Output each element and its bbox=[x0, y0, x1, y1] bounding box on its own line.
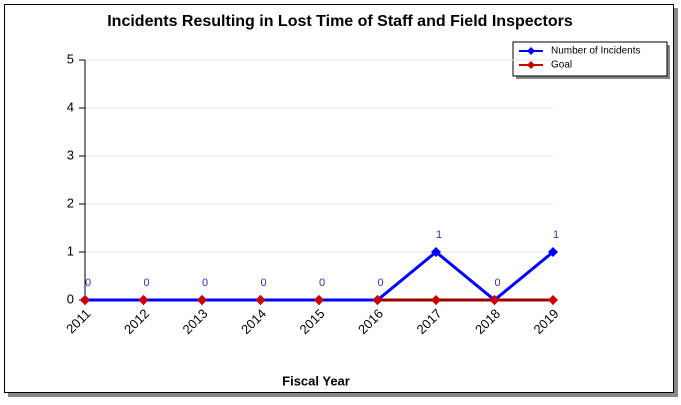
point bbox=[489, 295, 500, 305]
legend-marker bbox=[527, 61, 535, 69]
point bbox=[138, 295, 149, 305]
data-label: 0 bbox=[319, 277, 325, 289]
legend: Number of Incidents Goal bbox=[512, 41, 670, 79]
data-label: 0 bbox=[260, 277, 266, 289]
data-label: 0 bbox=[85, 277, 91, 289]
legend-box bbox=[512, 41, 668, 77]
point bbox=[548, 247, 558, 257]
y-tick-label: 1 bbox=[67, 243, 74, 258]
legend-marker bbox=[527, 47, 535, 55]
point bbox=[431, 295, 441, 305]
y-tick-label: 2 bbox=[67, 195, 74, 210]
point bbox=[314, 295, 324, 305]
y-tick-label: 0 bbox=[67, 291, 74, 306]
data-label: 0 bbox=[202, 277, 208, 289]
point bbox=[197, 295, 207, 305]
legend-label: Goal bbox=[551, 60, 572, 71]
data-label: 1 bbox=[436, 229, 442, 241]
point bbox=[255, 295, 266, 305]
data-label: 0 bbox=[494, 277, 500, 289]
data-label: 0 bbox=[143, 277, 149, 289]
y-tick-label: 3 bbox=[67, 147, 74, 162]
data-label: 1 bbox=[553, 229, 559, 241]
point bbox=[548, 295, 558, 305]
y-tick-label: 5 bbox=[67, 51, 74, 66]
data-label: 0 bbox=[377, 277, 383, 289]
point bbox=[80, 295, 90, 305]
legend-label: Number of Incidents bbox=[551, 46, 641, 57]
point bbox=[431, 247, 441, 257]
chart-title: Incidents Resulting in Lost Time of Staf… bbox=[107, 13, 573, 30]
y-tick-label: 4 bbox=[67, 99, 74, 114]
x-axis-title: Fiscal Year bbox=[282, 373, 350, 388]
point bbox=[372, 295, 383, 305]
